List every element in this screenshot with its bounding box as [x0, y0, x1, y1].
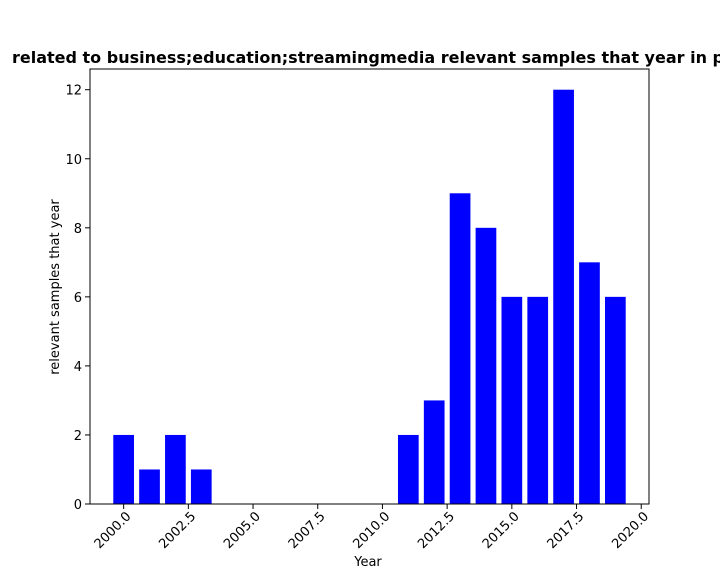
bar-2018 — [579, 262, 600, 504]
y-tick-label: 2 — [74, 429, 82, 444]
x-axis-label: Year — [353, 555, 382, 570]
bar-2013 — [449, 193, 471, 505]
x-tick-label: 2017.5 — [545, 509, 588, 552]
y-tick-label: 10 — [65, 153, 82, 168]
bar-2012 — [423, 400, 445, 504]
bars-layer — [113, 89, 626, 505]
x-tick-label: 2000.0 — [92, 509, 135, 552]
x-tick-label: 2015.0 — [480, 509, 523, 552]
plot-frame — [89, 68, 650, 505]
y-tick-label: 0 — [74, 498, 82, 513]
bar-2014 — [475, 227, 497, 504]
y-tick-label: 12 — [65, 84, 82, 99]
bar-2017 — [553, 89, 574, 505]
x-tick-label: 2005.0 — [221, 509, 264, 552]
bar-2000 — [113, 434, 134, 504]
bar-2015 — [501, 296, 523, 504]
x-tick-label: 2012.5 — [415, 509, 458, 552]
y-tick-label: 8 — [74, 222, 82, 237]
x-tick-label: 2020.0 — [609, 509, 652, 552]
x-tick-label: 2007.5 — [286, 509, 329, 552]
bar-2011 — [397, 434, 419, 504]
y-tick-label: 4 — [74, 360, 82, 375]
x-tick-label: 2002.5 — [156, 509, 199, 552]
y-tick-label: 6 — [74, 291, 82, 306]
bar-2002 — [165, 434, 186, 504]
bar-2019 — [605, 296, 626, 504]
bar-2016 — [527, 296, 549, 504]
chart-title: related to business;education;streamingm… — [12, 48, 720, 67]
y-axis: 0 2 4 6 8 10 12 — [65, 84, 90, 513]
bar-2001 — [139, 469, 160, 504]
bar-2003 — [190, 469, 212, 504]
y-axis-label: relevant samples that year — [48, 199, 63, 375]
x-axis: 2000.0 2002.5 2005.0 2007.5 2010.0 2012.5 2015… — [92, 504, 652, 552]
x-tick-label: 2010.0 — [350, 509, 393, 552]
